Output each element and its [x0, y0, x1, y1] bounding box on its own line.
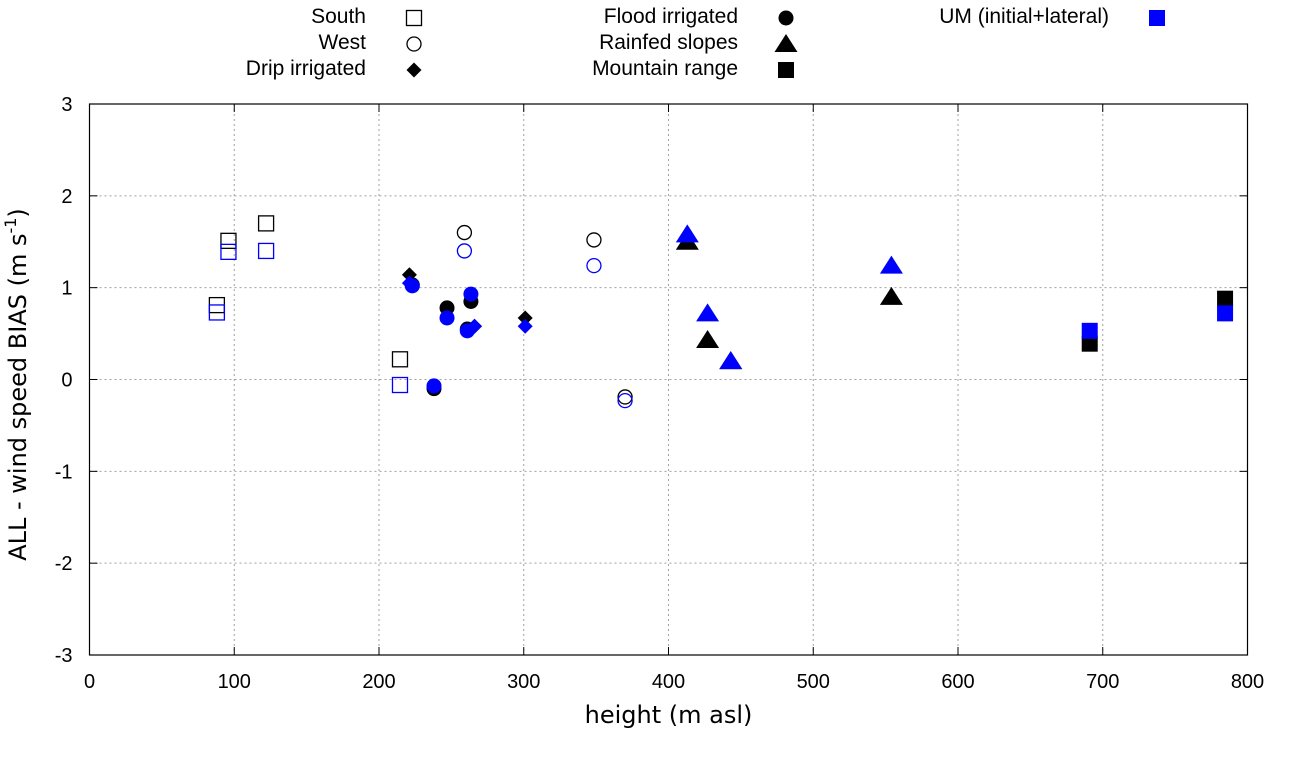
- data-point: [404, 278, 420, 294]
- legend-label: Flood irrigated: [604, 5, 738, 28]
- data-points: [208, 215, 1234, 409]
- series-rainfed-slopes-reference: [675, 231, 903, 370]
- data-point: [1217, 305, 1234, 322]
- legend-marker-icon: [774, 34, 798, 52]
- legend-entry: UM (initial+lateral): [939, 5, 1165, 28]
- series-rainfed-slopes-um: [675, 224, 903, 370]
- legend: South West Drip irrigated Flood irrigated Ra…: [246, 5, 1165, 80]
- data-point: [617, 392, 633, 409]
- legend-label: West: [319, 31, 367, 54]
- x-tick-label: 700: [1086, 671, 1119, 693]
- y-axis-label: ALL - wind speed BIAS (m s-1): [1, 208, 32, 561]
- x-tick-label: 200: [362, 671, 395, 693]
- data-point: [391, 376, 409, 394]
- x-tick-label: 300: [507, 671, 540, 693]
- y-axis-label-superscript: -1: [1, 218, 20, 234]
- legend-label: South: [311, 5, 366, 28]
- data-point: [257, 242, 275, 260]
- y-axis-label-main: ALL - wind speed BIAS (m s: [4, 234, 32, 561]
- legend-label: Rainfed slopes: [599, 31, 738, 54]
- legend-marker-icon: [1149, 10, 1165, 26]
- data-point: [586, 232, 602, 248]
- series-mountain-range-um: [1081, 305, 1234, 339]
- data-point: [1081, 335, 1098, 352]
- y-tick-label: 2: [61, 186, 72, 208]
- legend-entry: West: [319, 31, 422, 54]
- legend-marker-icon: [778, 62, 794, 78]
- data-point: [463, 286, 479, 302]
- data-point: [220, 243, 237, 261]
- data-point: [257, 215, 275, 232]
- data-point: [391, 351, 409, 368]
- series-mountain-range-reference: [1081, 290, 1234, 352]
- data-point: [696, 330, 720, 349]
- y-tick-label: -2: [55, 553, 73, 575]
- y-tick-label: -1: [55, 461, 73, 483]
- y-tick-label: 1: [61, 278, 72, 300]
- data-point: [879, 286, 903, 305]
- legend-entry: Flood irrigated: [604, 5, 794, 28]
- series-flood-irrigated-um: [404, 278, 479, 394]
- data-point: [456, 243, 473, 259]
- data-point: [517, 318, 533, 334]
- x-tick-label: 600: [941, 671, 974, 693]
- x-axis-label: height (m asl): [585, 701, 753, 729]
- legend-entry: Drip irrigated: [246, 57, 422, 80]
- legend-marker-icon: [406, 62, 422, 78]
- data-point: [456, 224, 473, 241]
- y-axis-label-end: ): [4, 208, 32, 217]
- legend-marker-icon: [406, 36, 422, 52]
- series-south-reference: [208, 215, 409, 368]
- x-tick-label: 800: [1231, 671, 1264, 693]
- series-west-um: [456, 243, 633, 409]
- grid: [89, 104, 1248, 655]
- data-point: [675, 224, 699, 243]
- x-tick-label: 0: [84, 671, 95, 693]
- data-point: [879, 255, 903, 274]
- axis-ticks: 0 100 200 300 400 500 600 700 800 -3 -2 -1 0 1 2 3: [55, 94, 1264, 693]
- legend-entry: Rainfed slopes: [599, 31, 798, 54]
- series-west-reference: [456, 224, 633, 405]
- data-point: [220, 232, 237, 249]
- legend-entry: Mountain range: [592, 57, 794, 80]
- legend-marker-icon: [778, 10, 794, 26]
- x-tick-label: 500: [797, 671, 830, 693]
- data-point: [719, 351, 743, 370]
- data-point: [1081, 322, 1098, 339]
- y-tick-label: 0: [61, 370, 72, 392]
- x-tick-label: 100: [218, 671, 251, 693]
- legend-marker-icon: [405, 9, 423, 27]
- data-point: [426, 378, 442, 394]
- data-point: [439, 310, 455, 326]
- data-point: [617, 389, 633, 405]
- legend-label: UM (initial+lateral): [939, 5, 1109, 28]
- data-point: [459, 323, 475, 339]
- series-south-um: [208, 242, 409, 394]
- data-point: [517, 310, 533, 326]
- y-tick-label: -3: [55, 645, 73, 667]
- data-point: [208, 304, 226, 321]
- legend-label: Drip irrigated: [246, 57, 366, 80]
- legend-entry: South: [311, 5, 423, 28]
- x-tick-label: 400: [652, 671, 685, 693]
- data-point: [586, 257, 602, 274]
- data-point: [1217, 290, 1234, 307]
- data-point: [696, 303, 720, 322]
- legend-label: Mountain range: [592, 57, 738, 80]
- y-tick-label: 3: [61, 94, 72, 116]
